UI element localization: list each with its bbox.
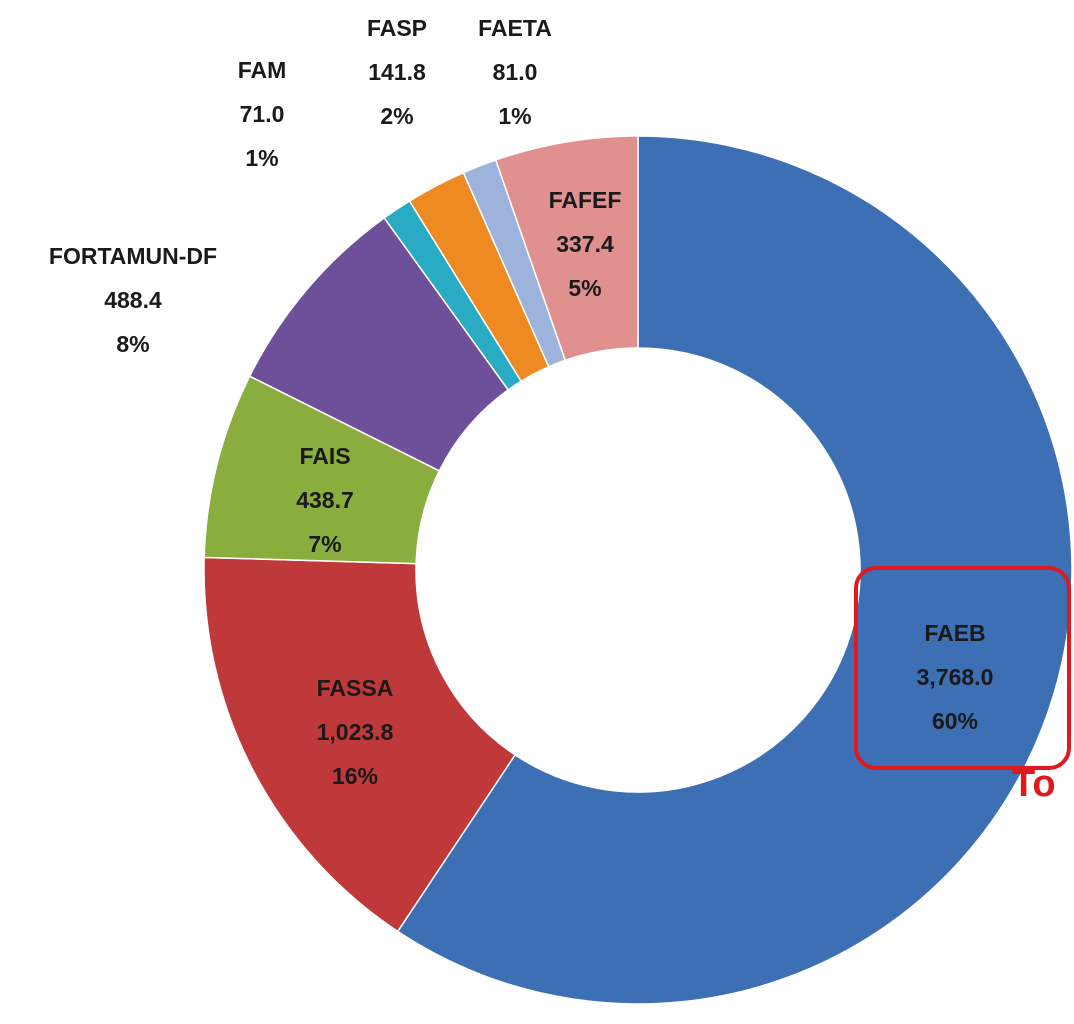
category-label: FAM bbox=[238, 57, 287, 83]
value-label: 488.4 bbox=[104, 287, 162, 313]
labels: FAEB 3,768.0 60% FASSA 1,023.8 16% FAIS 438.7 7%… bbox=[49, 15, 993, 789]
value-label: 438.7 bbox=[296, 487, 354, 513]
value-label: 337.4 bbox=[556, 231, 614, 257]
category-label: FAFEF bbox=[549, 187, 622, 213]
value-label: 141.8 bbox=[368, 59, 426, 85]
percent-label: 16% bbox=[332, 763, 378, 789]
highlight-box bbox=[854, 566, 1071, 770]
slice bbox=[494, 135, 639, 362]
percent-label: 2% bbox=[380, 103, 413, 129]
annotation: To bbox=[1012, 763, 1056, 805]
category-label: FAEB bbox=[924, 620, 985, 646]
percent-label: 1% bbox=[245, 145, 278, 171]
value-label: 3,768.0 bbox=[917, 664, 994, 690]
value-label: 81.0 bbox=[493, 59, 538, 85]
value-label: 1,023.8 bbox=[317, 719, 394, 745]
percent-label: 8% bbox=[116, 331, 149, 357]
category-label: FORTAMUN-DF bbox=[49, 243, 217, 269]
category-label: FAIS bbox=[299, 443, 350, 469]
slice bbox=[396, 135, 1073, 1005]
category-label: FAETA bbox=[478, 15, 552, 41]
percent-label: 7% bbox=[308, 531, 341, 557]
percent-label: 5% bbox=[568, 275, 601, 301]
donut bbox=[203, 135, 1073, 1005]
category-label: FASSA bbox=[317, 675, 394, 701]
value-label: 71.0 bbox=[240, 101, 285, 127]
category-label: FASP bbox=[367, 15, 427, 41]
percent-label: 60% bbox=[932, 708, 978, 734]
percent-label: 1% bbox=[498, 103, 531, 129]
slice bbox=[203, 556, 517, 933]
